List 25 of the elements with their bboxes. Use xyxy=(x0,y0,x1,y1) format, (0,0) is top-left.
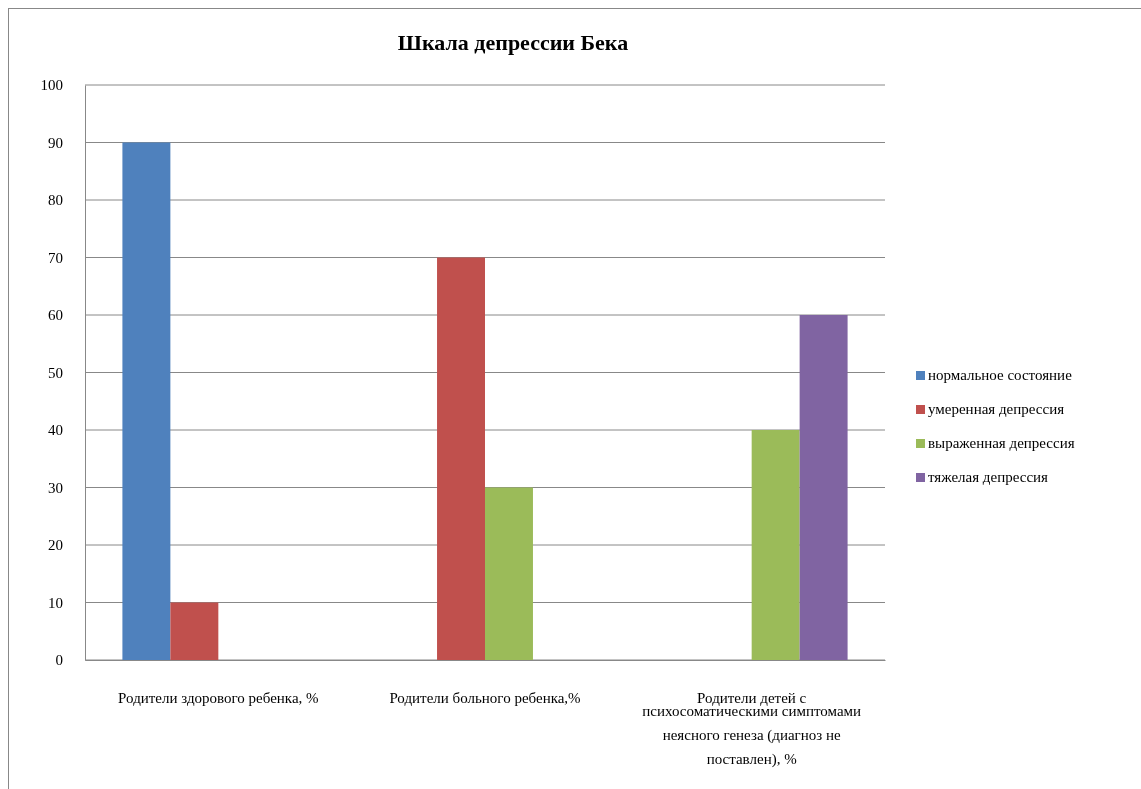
bar xyxy=(437,257,485,660)
y-tick-label: 30 xyxy=(48,479,63,496)
y-tick-label: 90 xyxy=(48,134,63,151)
y-tick-label: 40 xyxy=(48,422,63,439)
y-tick-label: 60 xyxy=(48,307,63,324)
legend-label: нормальное состояние xyxy=(928,367,1073,383)
chart-title: Шкала депрессии Бека xyxy=(397,30,629,55)
x-tick-label: Родители больного ребенка,% xyxy=(389,689,581,706)
bar xyxy=(751,430,800,660)
legend-label: умеренная депрессия xyxy=(928,401,1065,417)
y-tick-label: 70 xyxy=(48,249,63,266)
y-tick-label: 0 xyxy=(55,652,63,669)
bar xyxy=(485,487,533,660)
y-tick-label: 80 xyxy=(48,192,63,209)
x-tick-label: Родители здорового ребенка, % xyxy=(118,689,319,706)
legend-label: тяжелая депрессия xyxy=(928,469,1049,485)
y-tick-label: 50 xyxy=(48,364,63,381)
bar xyxy=(122,142,171,660)
y-tick-label: 10 xyxy=(48,594,63,611)
bar xyxy=(799,315,848,660)
x-tick-label: Родители детей с психосоматическими симптомами неясного генеза (диагноз не поставлен), % xyxy=(642,689,862,768)
y-tick-label: 100 xyxy=(40,77,63,94)
bar xyxy=(170,602,219,660)
y-tick-label: 20 xyxy=(48,537,63,554)
legend-label: выраженная депрессия xyxy=(928,435,1075,451)
